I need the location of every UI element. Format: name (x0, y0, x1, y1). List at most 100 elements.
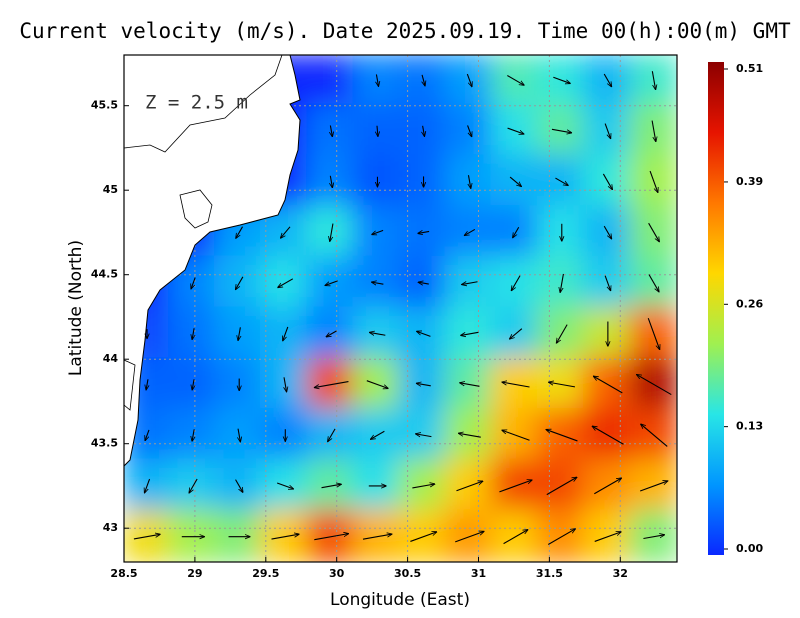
velocity-arrow (412, 484, 434, 489)
velocity-arrow (553, 76, 570, 83)
velocity-arrow (330, 223, 334, 242)
velocity-arrow (145, 429, 150, 441)
x-tick-label: 30 (329, 567, 345, 580)
velocity-arrow (507, 127, 524, 134)
velocity-arrow (418, 231, 430, 233)
speed-cell (628, 306, 677, 362)
velocity-arrow (278, 278, 294, 288)
velocity-arrow (146, 379, 148, 390)
velocity-arrow (467, 125, 472, 136)
velocity-arrow (549, 382, 576, 388)
velocity-arrow (372, 282, 384, 284)
velocity-arrow (639, 481, 668, 492)
velocity-arrow (594, 532, 621, 542)
velocity-arrow (499, 480, 532, 493)
velocity-arrow (238, 428, 240, 442)
x-tick-label: 30.5 (394, 567, 421, 580)
velocity-arrow (593, 376, 623, 394)
velocity-arrow (362, 534, 392, 540)
depth-annotation: Z = 2.5 m (145, 92, 248, 114)
velocity-arrow (325, 280, 338, 286)
y-tick-label: 44 (103, 352, 119, 365)
velocity-arrow (321, 484, 342, 489)
velocity-arrow (192, 379, 194, 390)
speed-cell (168, 509, 219, 562)
velocity-arrow (502, 382, 530, 388)
velocity-arrow (372, 229, 384, 234)
velocity-arrow (191, 277, 196, 289)
colorbar-tick-label: 0.13 (736, 420, 763, 433)
velocity-arrow (416, 434, 432, 437)
grid (123, 55, 677, 562)
velocity-arrow (370, 332, 386, 335)
velocity-arrow (371, 430, 385, 439)
x-tick-label: 32 (613, 567, 628, 580)
velocity-arrow (416, 383, 431, 386)
x-tick-label: 31.5 (536, 567, 563, 580)
velocity-arrow (594, 478, 621, 495)
velocity-arrow (651, 120, 656, 142)
velocity-arrow (236, 276, 244, 290)
velocity-arrow (192, 328, 194, 339)
velocity-arrow (649, 170, 658, 192)
velocity-arrow (422, 74, 425, 86)
x-axis-label: Longitude (East) (330, 590, 470, 610)
speed-cell (582, 509, 633, 562)
x-tick-label: 28.5 (110, 567, 137, 580)
speed-cell (628, 509, 677, 562)
velocity-arrow (418, 282, 429, 284)
colorbar-tick-label: 0.51 (736, 62, 763, 75)
border (124, 359, 136, 411)
velocity-arrow (235, 479, 243, 493)
velocity-arrow (641, 424, 668, 447)
velocity-arrow (458, 433, 481, 438)
land (124, 55, 301, 467)
velocity-arrow (283, 326, 289, 341)
velocity-arrow (276, 482, 293, 489)
chart-title: Current velocity (m/s). Date 2025.09.19.… (19, 19, 791, 43)
lagoon (179, 189, 213, 229)
x-tick-label: 29.5 (252, 567, 279, 580)
y-tick-label: 45 (103, 183, 118, 196)
velocity-arrow (284, 377, 287, 391)
arrows (133, 71, 672, 545)
velocity-arrow (236, 226, 244, 239)
x-tick-label: 29 (187, 567, 202, 580)
velocity-arrow (455, 531, 484, 543)
velocity-arrow (556, 324, 568, 343)
velocity-arrow (461, 331, 479, 335)
velocity-arrow (330, 125, 332, 136)
y-axis-label: Latitude (North) (66, 240, 86, 376)
velocity-arrow (648, 274, 659, 291)
velocity-arrow (281, 226, 291, 238)
speed-cell (124, 509, 173, 562)
velocity-arrow (546, 477, 577, 496)
velocity-arrow (133, 534, 160, 540)
speed-cell (260, 509, 311, 562)
velocity-arrow (551, 128, 572, 132)
speed-cell (628, 103, 677, 159)
velocity-arrow (328, 428, 336, 442)
speed-cell (628, 407, 677, 463)
velocity-arrow (546, 430, 578, 442)
velocity-arrow (466, 73, 472, 87)
speed-cell (352, 509, 403, 562)
colorbar-tick-label: 0.00 (736, 542, 763, 555)
velocity-arrow (604, 275, 610, 291)
colorbar (708, 62, 724, 555)
velocity-arrow (603, 73, 611, 87)
velocity-arrow (510, 328, 523, 339)
x-tick-label: 31 (471, 567, 486, 580)
velocity-arrow (145, 478, 151, 493)
velocity-arrow (271, 534, 300, 540)
colorbar-tick-label: 0.39 (736, 175, 763, 188)
speed-cell (628, 205, 677, 260)
velocity-arrow (460, 383, 480, 387)
speed-cell (490, 509, 541, 562)
velocity-arrow (637, 375, 672, 396)
velocity-arrow (314, 380, 349, 388)
velocity-arrow (189, 478, 198, 493)
velocity-arrow (547, 529, 575, 545)
velocity-arrow (604, 123, 610, 139)
velocity-arrow (511, 275, 521, 291)
